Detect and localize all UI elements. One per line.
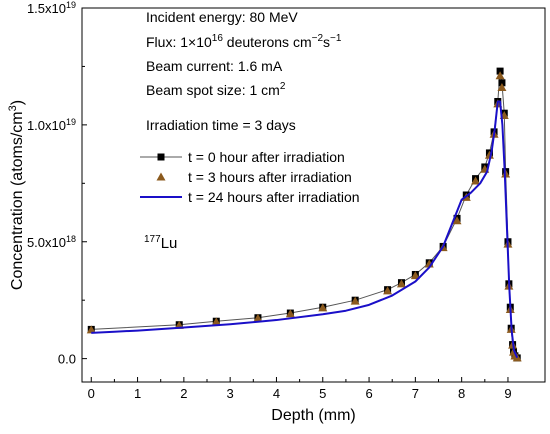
y-tick-label: 1.0x1019 bbox=[27, 117, 76, 133]
series-line bbox=[91, 100, 519, 359]
x-tick-label: 2 bbox=[180, 386, 187, 401]
plot-frame bbox=[81, 7, 546, 383]
triangle-marker bbox=[350, 296, 360, 305]
triangle-marker bbox=[86, 325, 96, 334]
triangle-marker bbox=[484, 150, 494, 159]
triangle-marker bbox=[410, 271, 420, 280]
x-tick-label: 9 bbox=[504, 386, 511, 401]
x-axis-title: Depth (mm) bbox=[271, 407, 355, 424]
legend-entry: t = 0 hour after irradiation bbox=[140, 149, 345, 165]
legend-label: t = 3 hours after irradiation bbox=[188, 169, 352, 185]
y-tick-label: 5.0x1018 bbox=[27, 234, 76, 250]
legend-entry: t = 24 hours after irradiation bbox=[140, 189, 360, 205]
annotation-line: Beam spot size: 1 cm2 bbox=[146, 81, 286, 98]
annotation-line: Beam current: 1.6 mA bbox=[146, 58, 283, 74]
triangle-marker bbox=[156, 172, 166, 181]
x-tick-label: 1 bbox=[134, 386, 141, 401]
square-marker bbox=[157, 153, 165, 161]
triangle-marker bbox=[396, 279, 406, 288]
isotope-label: 177Lu bbox=[144, 234, 177, 252]
annotation-line: Flux: 1×1016 deuterons cm−2s−1 bbox=[146, 33, 342, 50]
triangle-marker bbox=[285, 309, 295, 318]
x-tick-label: 3 bbox=[227, 386, 234, 401]
triangle-marker bbox=[495, 71, 505, 80]
x-tick-label: 5 bbox=[319, 386, 326, 401]
y-tick-label: 0.0 bbox=[58, 352, 76, 367]
y-axis-title: Concentration (atoms/cm3) bbox=[7, 100, 26, 290]
annotation-line: Incident energy: 80 MeV bbox=[146, 9, 298, 25]
square-marker bbox=[498, 79, 506, 87]
square-marker bbox=[496, 67, 504, 75]
y-tick-label: 1.5x1019 bbox=[27, 0, 76, 16]
triangle-marker bbox=[318, 303, 328, 312]
x-tick-label: 7 bbox=[412, 386, 419, 401]
triangle-marker bbox=[497, 82, 507, 91]
x-tick-label: 4 bbox=[273, 386, 280, 401]
x-tick-label: 6 bbox=[365, 386, 372, 401]
legend-entry: t = 3 hours after irradiation bbox=[156, 169, 352, 185]
x-tick-label: 0 bbox=[88, 386, 95, 401]
triangle-marker bbox=[211, 317, 221, 326]
legend-label: t = 0 hour after irradiation bbox=[188, 149, 345, 165]
triangle-marker bbox=[253, 313, 263, 322]
x-tick-label: 8 bbox=[458, 386, 465, 401]
triangle-marker bbox=[471, 176, 481, 185]
triangle-marker bbox=[383, 286, 393, 295]
triangle-marker bbox=[452, 216, 462, 225]
series-line bbox=[91, 100, 519, 359]
series-line bbox=[91, 71, 518, 359]
annotation-line: Irradiation time = 3 days bbox=[146, 117, 296, 133]
legend-label: t = 24 hours after irradiation bbox=[188, 189, 360, 205]
